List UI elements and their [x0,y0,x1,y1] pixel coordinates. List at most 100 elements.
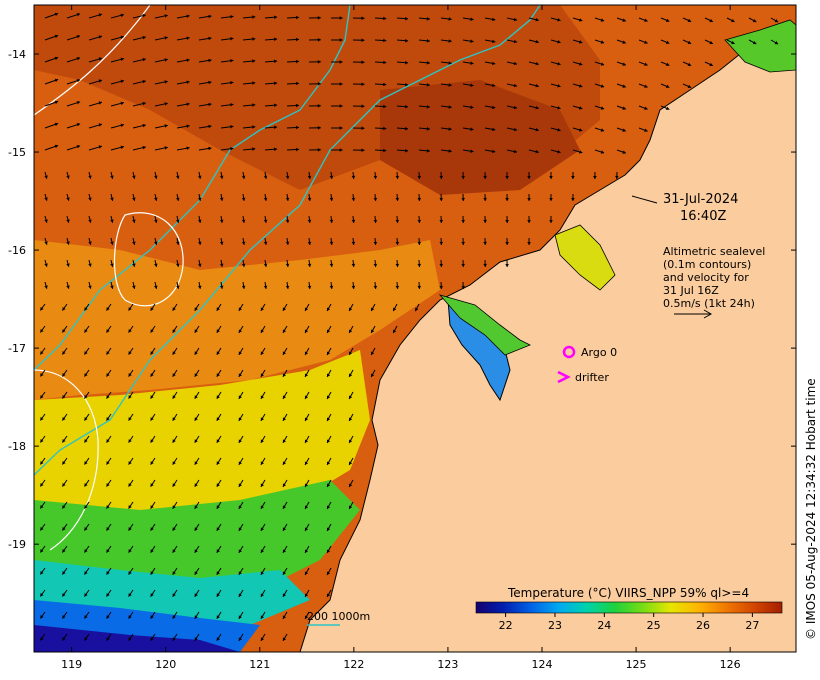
velocity-arrowhead [44,241,48,245]
y-tick-label: -14 [8,48,26,61]
velocity-arrowhead [339,16,343,20]
velocity-arrowhead [238,439,242,443]
velocity-arrowhead [216,395,220,399]
velocity-arrowhead [295,81,299,86]
velocity-arrowhead [513,61,518,66]
velocity-arrowhead [470,105,474,109]
velocity-arrowhead [128,571,132,575]
velocity-arrowhead [731,18,735,23]
velocity-arrowhead [263,219,268,223]
velocity-arrowhead [351,175,356,179]
velocity-arrowhead [260,417,264,421]
velocity-arrowhead [295,103,299,108]
velocity-arrowhead [219,263,224,267]
velocity-arrowhead [194,505,198,509]
drifter-icon [557,370,571,384]
velocity-arrowhead [295,37,299,42]
velocity-arrowhead [326,461,331,465]
velocity-arrowhead [383,126,387,131]
velocity-arrowhead [304,439,309,443]
velocity-arrowhead [439,263,444,267]
velocity-arrowhead [491,17,496,22]
velocity-arrowhead [216,483,220,487]
velocity-arrowhead [208,124,212,129]
velocity-arrowhead [282,417,287,421]
velocity-arrowhead [774,41,779,45]
velocity-arrowhead [349,505,353,510]
velocity-arrowhead [260,461,264,465]
velocity-arrowhead [40,307,44,311]
velocity-arrowhead [395,175,400,179]
velocity-arrowhead [186,14,190,18]
velocity-arrowhead [448,39,452,43]
velocity-arrowhead [54,78,59,83]
velocity-arrowhead [54,100,59,105]
velocity-arrowhead [208,36,212,41]
velocity-arrowhead [317,59,321,64]
velocity-arrowhead [84,571,88,575]
velocity-arrowhead [120,13,124,18]
velocity-arrowhead [241,241,246,245]
velocity-arrowhead [395,263,400,267]
velocity-arrowhead [665,106,670,110]
velocity-arrowhead [448,149,452,153]
velocity-arrowhead [600,40,605,44]
velocity-arrowhead [54,56,59,61]
velocity-arrowhead [307,241,312,245]
velocity-arrowhead [644,128,648,132]
velocity-arrowhead [54,144,59,149]
velocity-arrowhead [622,84,626,88]
coastal-green-inlet [438,294,531,356]
velocity-arrowhead [66,197,70,201]
velocity-arrowhead [216,527,220,531]
velocity-arrowhead [644,106,648,110]
velocity-arrowhead [62,439,66,443]
velocity-arrowhead [260,527,264,531]
velocity-arrowhead [128,637,132,641]
velocity-arrowhead [172,593,176,597]
velocity-arrowhead [142,35,146,40]
velocity-arrowhead [622,40,626,44]
velocity-arrowhead [351,263,356,267]
velocity-arrowhead [304,373,309,377]
velocity-arrowhead [66,241,70,245]
velocity-arrowhead [260,593,264,597]
velocity-arrowhead [176,175,180,179]
altimetry-line1: Altimetric sealevel [663,245,765,258]
velocity-arrowhead [172,307,176,311]
velocity-arrowhead [110,175,114,179]
y-tick-label: -17 [8,342,26,355]
velocity-arrowhead [110,219,114,223]
sst-deep-blue [34,625,240,652]
velocity-arrowhead [665,18,670,22]
velocity-arrowhead [40,373,44,377]
x-tick-label: 124 [532,658,553,671]
velocity-arrowhead [373,285,378,289]
velocity-arrowhead [622,62,626,66]
velocity-arrowhead [483,219,487,223]
velocity-arrowhead [513,83,518,88]
velocity-arrowhead [557,106,561,110]
velocity-arrowhead [274,147,278,152]
velocity-arrowhead [260,483,264,487]
velocity-arrowhead [549,197,553,201]
velocity-arrowhead [304,483,309,487]
velocity-arrowhead [461,219,465,223]
velocity-arrowhead [600,106,605,110]
velocity-arrowhead [326,417,331,421]
velocity-arrowhead [448,61,452,65]
velocity-arrowhead [40,637,44,641]
velocity-arrowhead [128,395,132,399]
velocity-arrowhead [285,175,290,179]
velocity-arrowhead [44,285,48,289]
velocity-arrowhead [274,15,278,20]
sst-yellow-band [34,350,370,520]
velocity-arrowhead [304,615,309,619]
velocity-arrowhead [317,15,321,20]
velocity-arrowhead [110,197,114,201]
velocity-arrowhead [128,549,132,553]
velocity-arrowhead [304,395,309,399]
velocity-arrowhead [106,417,110,421]
velocity-arrowhead [84,351,88,355]
velocity-arrowhead [426,105,430,109]
